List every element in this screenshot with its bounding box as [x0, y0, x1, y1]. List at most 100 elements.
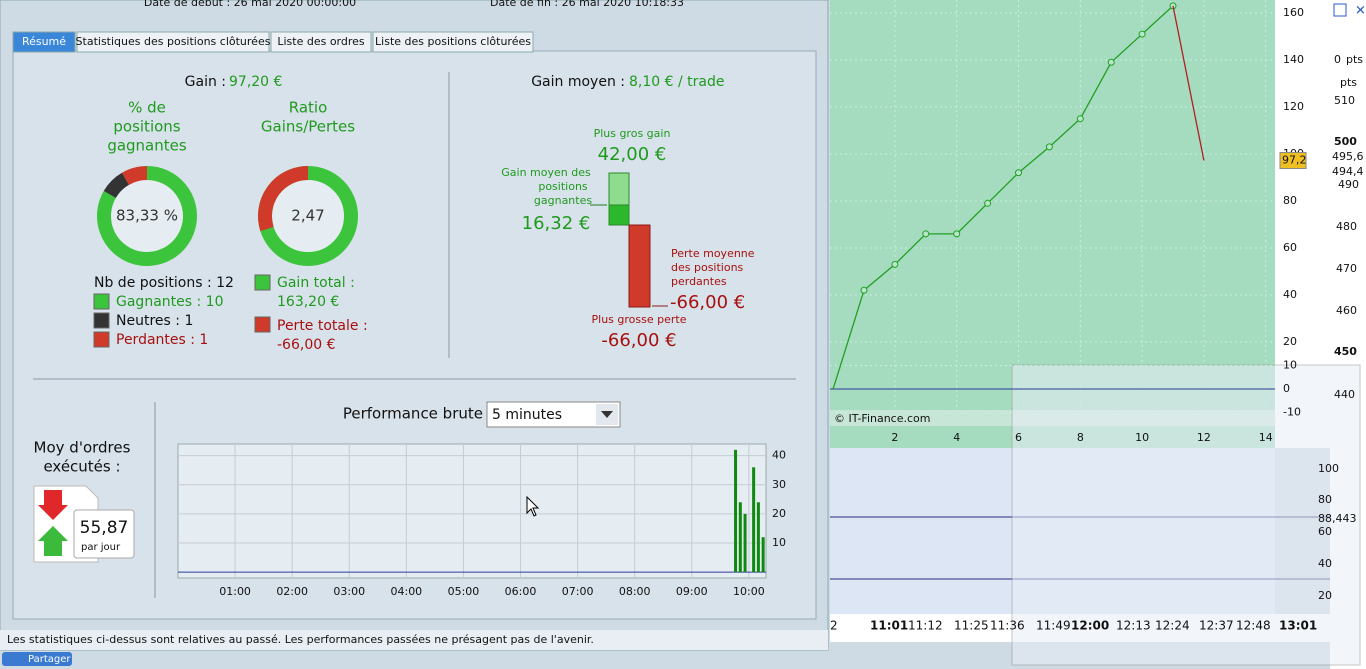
gain-label: Gain :	[185, 74, 226, 90]
lower-label: 100	[1318, 462, 1339, 475]
x-tick-label: 2	[891, 431, 898, 444]
equity-point	[922, 230, 930, 238]
copyright: © IT-Finance.com	[834, 412, 931, 425]
pct-title: gagnantes	[107, 137, 187, 155]
tab[interactable]	[372, 31, 534, 53]
price-label: 490	[1338, 178, 1359, 191]
start-date: Date de début : 26 mai 2020 00:00:00	[144, 0, 356, 9]
y-tick-label: 10	[1283, 358, 1297, 371]
perf-plot	[177, 443, 767, 579]
win-swatch	[93, 293, 110, 310]
price-label: 470	[1336, 262, 1357, 275]
tab[interactable]	[12, 31, 76, 53]
max-gain: 42,00 €	[598, 144, 667, 165]
time-label: 11:25	[954, 619, 989, 633]
x-tick-label: 01:00	[219, 585, 251, 598]
price-label: 500	[1334, 135, 1357, 148]
y-tick-label: 140	[1283, 53, 1304, 66]
pct-title: % de	[128, 99, 166, 117]
tab-label: Résumé	[22, 35, 66, 48]
y-tick-label: 40	[772, 449, 786, 462]
orders-value: 55,87	[80, 518, 129, 538]
orders-unit: par jour	[81, 542, 121, 553]
bar	[738, 502, 742, 573]
max-loss-label: Plus grosse perte	[592, 313, 687, 326]
price-label: 495,6	[1332, 150, 1364, 163]
positions-label: Nb de positions : 12	[94, 275, 234, 291]
pct-title: positions	[113, 118, 180, 136]
gain-value: 97,20 €	[229, 74, 282, 90]
donut-segment	[97, 166, 197, 266]
orders-label: Moy d'ordres	[34, 439, 131, 457]
tab[interactable]	[270, 31, 372, 53]
avg-label: Gain moyen :	[531, 74, 625, 90]
maximize[interactable]	[1333, 3, 1347, 17]
orders-box	[73, 509, 135, 559]
time-label: 12:24	[1155, 619, 1190, 633]
time-label: 12:48	[1236, 619, 1271, 633]
neutral: Neutres : 1	[116, 313, 193, 329]
footer: Les statistiques ci-dessus sont relative…	[7, 633, 594, 646]
ratio-title: Gains/Pertes	[261, 118, 355, 136]
x-tick-label: 05:00	[448, 585, 480, 598]
gain-total-label: Gain total :	[277, 275, 355, 291]
lower-label: 80	[1318, 493, 1332, 506]
pts-label: pts	[1346, 53, 1363, 66]
time-label: 12:00	[1071, 619, 1109, 633]
down-arrow	[38, 490, 68, 520]
share-label: Partager	[28, 654, 71, 665]
max-gain-label: Plus gros gain	[594, 127, 671, 140]
y-tick-label: 10	[772, 536, 786, 549]
share-button[interactable]	[2, 652, 72, 666]
ghost-window	[1011, 364, 1361, 666]
bar	[734, 449, 738, 573]
x-tick-label: 03:00	[333, 585, 365, 598]
perf-label: Performance brute	[343, 405, 483, 423]
max-loss: -66,00 €	[601, 330, 676, 351]
loss-bar	[628, 224, 651, 308]
time-label: 11:12	[908, 619, 943, 633]
bar	[743, 513, 747, 573]
y-tick-label: 160	[1283, 6, 1304, 19]
avg-loss: -66,00 €	[670, 292, 745, 313]
orders-label: exécutés :	[43, 458, 120, 476]
equity-point	[1138, 30, 1146, 38]
pts-label: pts	[1340, 76, 1357, 89]
time-label: 11:36	[990, 619, 1025, 633]
donut-segment	[122, 166, 148, 185]
equity-point	[891, 260, 899, 268]
y-tick-label: 20	[1283, 335, 1297, 348]
close[interactable]: ✕	[1355, 4, 1366, 19]
select-arrow	[601, 411, 613, 418]
y-tick-label: 30	[772, 478, 786, 491]
x-tick-label: 02:00	[276, 585, 308, 598]
time-label: 11:49	[1036, 619, 1071, 633]
tab-label: Statistiques des positions clôturées	[76, 35, 271, 48]
donut-center	[110, 179, 184, 253]
bar	[756, 502, 760, 573]
y-tick-label: 0	[1283, 382, 1290, 395]
bar	[761, 537, 765, 573]
y-tick-label: -10	[1283, 405, 1301, 418]
loss-total-label: Perte totale :	[277, 318, 368, 334]
x-tick-label: 06:00	[505, 585, 537, 598]
loss-swatch	[254, 316, 271, 333]
equity-point	[860, 286, 868, 294]
equity-line	[832, 5, 1174, 390]
x-tick-label: 6	[1015, 431, 1022, 444]
x-tick-label: 04:00	[390, 585, 422, 598]
equity-point	[1107, 58, 1115, 66]
tab[interactable]	[76, 31, 270, 53]
x-tick-label: 07:00	[562, 585, 594, 598]
max-gain-bar	[608, 172, 630, 206]
equity-point	[984, 199, 992, 207]
x-tick-label: 8	[1077, 431, 1084, 444]
end-date: Date de fin : 26 mai 2020 10:18:33	[490, 0, 684, 9]
y-tick-label: 60	[1283, 241, 1297, 254]
losers: Perdantes : 1	[116, 332, 208, 348]
x-tick-label: 10	[1135, 431, 1149, 444]
x-tick-label: 14	[1259, 431, 1273, 444]
lower-label: 40	[1318, 557, 1332, 570]
